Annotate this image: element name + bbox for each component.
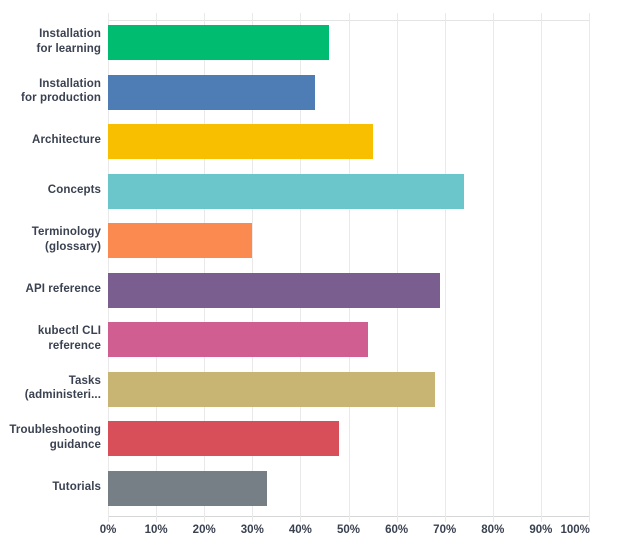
gridline — [396, 13, 398, 522]
category-label-line: for learning — [36, 42, 101, 55]
bar-tasks-administeri — [108, 371, 436, 407]
bar-api-reference — [108, 272, 440, 308]
bar-row — [108, 417, 589, 460]
category-label: kubectl CLI reference — [0, 317, 101, 360]
bar-installation-for-production — [108, 74, 315, 110]
category-label: Troubleshooting guidance — [0, 416, 101, 459]
x-tick-label: 0% — [99, 524, 117, 536]
bar-row — [108, 467, 589, 510]
x-tick-label: 100% — [560, 524, 590, 536]
gridline — [540, 13, 542, 522]
category-label-line: API reference — [25, 282, 101, 295]
category-label-line: for production — [21, 92, 101, 104]
category-label-line: Installation — [39, 28, 101, 40]
bar-row — [108, 120, 589, 163]
category-label: Installation for learning — [0, 20, 101, 63]
plot-area — [108, 13, 590, 522]
x-tick-label: 30% — [240, 524, 264, 536]
bar-troubleshooting-guidance — [108, 421, 339, 456]
category-label-line: Concepts — [47, 183, 101, 196]
category-label: Architecture — [0, 119, 101, 162]
bar-architecture — [108, 124, 373, 159]
bar-row — [108, 368, 589, 411]
category-label-line: (glossary) — [45, 240, 101, 253]
category-label: Tutorials — [0, 466, 101, 509]
bar-installation-for-learning — [108, 25, 330, 60]
bar-concepts — [108, 173, 464, 209]
bar-row — [108, 318, 589, 361]
category-label-line: kubectl CLI — [37, 325, 101, 337]
category-label-line: (administeri... — [24, 389, 101, 401]
category-label: Concepts — [0, 169, 101, 212]
gridline — [492, 13, 494, 522]
gridline — [156, 13, 158, 522]
gridline — [204, 13, 206, 522]
category-label-line: Terminology — [31, 226, 101, 238]
x-tick-label: 70% — [433, 524, 457, 536]
bar-kubectl-cli-reference — [108, 322, 368, 357]
category-label-line: guidance — [49, 438, 101, 451]
gridline — [252, 13, 254, 522]
category-label: Tasks (administeri... — [0, 367, 101, 410]
category-label: Terminology (glossary) — [0, 218, 101, 261]
category-label-line: Tutorials — [52, 480, 101, 493]
x-tick-label: 50% — [336, 524, 361, 536]
gridline — [589, 13, 590, 522]
category-label-line: Tasks — [68, 374, 101, 387]
category-label-line: Troubleshooting — [9, 424, 101, 436]
category-label-line: Architecture — [32, 134, 101, 147]
bar-row — [108, 269, 589, 312]
category-labels-column: Installation for learning Installation for … — [0, 20, 101, 515]
bar-tutorials — [108, 470, 267, 506]
x-axis: 0% 10% 20% 30% 40% 50% 60% 70% 80% 90% 100% — [0, 524, 627, 542]
bar-row — [108, 219, 589, 262]
category-label: API reference — [0, 268, 101, 311]
x-tick-label: 40% — [288, 524, 312, 536]
x-tick-label: 60% — [385, 524, 409, 536]
bar-row — [108, 170, 589, 213]
gridline — [300, 13, 302, 522]
bar-row — [108, 21, 589, 64]
gridline — [348, 13, 350, 522]
x-tick-label: 20% — [192, 524, 216, 536]
x-tick-label: 80% — [481, 524, 505, 536]
gridline — [444, 13, 446, 522]
category-label: Installation for production — [0, 70, 101, 113]
x-tick-label: 90% — [529, 524, 553, 536]
category-label-line: Installation — [39, 77, 101, 90]
x-tick-label: 10% — [144, 524, 168, 536]
bar-terminology-glossary — [108, 223, 253, 258]
bar-row — [108, 71, 589, 114]
gridline — [108, 13, 109, 522]
category-label-line: reference — [48, 339, 101, 352]
